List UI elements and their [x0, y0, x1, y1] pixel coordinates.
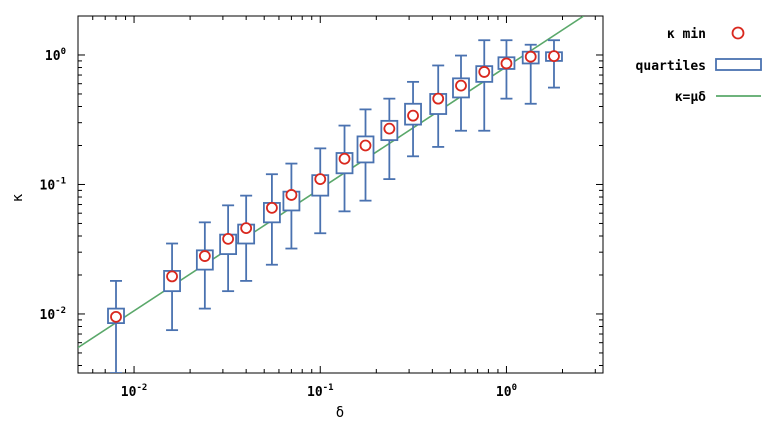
- min-marker: [478, 66, 491, 78]
- legend-marker-quartiles: [715, 58, 762, 71]
- min-marker: [110, 310, 122, 323]
- plot-area-frame: [77, 15, 604, 374]
- box: [311, 147, 330, 235]
- y-axis-label: κ: [10, 193, 26, 202]
- min-marker: [407, 109, 419, 122]
- min-marker: [222, 232, 235, 245]
- min-marker: [338, 152, 351, 165]
- x-tick-label: 10-1: [307, 383, 334, 400]
- box: [335, 124, 354, 213]
- fit-line: [78, 16, 585, 349]
- min-marker: [548, 50, 560, 63]
- y-tick-label: 10-2: [40, 306, 67, 323]
- box: [380, 97, 399, 181]
- box: [356, 108, 375, 202]
- box: [195, 221, 214, 310]
- min-marker: [524, 50, 537, 63]
- y-tick-label: 100: [45, 47, 66, 64]
- min-marker: [198, 250, 211, 262]
- x-axis-ticks: 10-2 10-1 100: [77, 16, 596, 400]
- box: [263, 173, 281, 266]
- box-series: [107, 39, 563, 373]
- legend: κ min quartiles κ=μδ: [636, 26, 762, 105]
- min-marker: [166, 270, 178, 283]
- box: [497, 39, 516, 100]
- min-marker: [266, 201, 278, 214]
- box: [545, 39, 563, 89]
- box: [282, 162, 301, 250]
- x-axis-label: δ: [336, 405, 344, 421]
- legend-label-quartiles: quartiles: [636, 59, 706, 74]
- box: [163, 242, 181, 332]
- min-markers: [110, 50, 560, 323]
- min-marker: [432, 92, 445, 105]
- box: [237, 194, 256, 282]
- min-marker: [500, 57, 513, 70]
- min-marker: [285, 189, 298, 201]
- box: [219, 204, 238, 293]
- legend-label-fit: κ=μδ: [675, 90, 706, 105]
- min-marker: [383, 122, 396, 135]
- box: [429, 64, 448, 148]
- x-tick-label: 100: [496, 383, 517, 400]
- box: [452, 54, 470, 132]
- x-tick-label: 10-2: [121, 383, 148, 400]
- min-marker: [314, 173, 327, 186]
- min-marker: [240, 222, 253, 235]
- legend-label-min: κ min: [667, 27, 706, 42]
- y-tick-label: 10-1: [40, 176, 67, 193]
- min-marker: [455, 79, 467, 92]
- min-marker: [359, 139, 372, 152]
- y-axis-ticks: 10-2 10-1 100: [40, 15, 603, 366]
- legend-marker-min: [731, 26, 745, 40]
